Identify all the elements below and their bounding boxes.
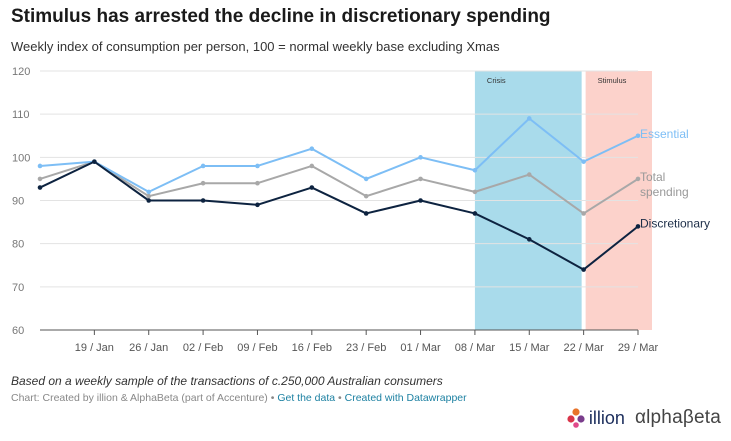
- illion-wordmark: illion: [588, 407, 625, 428]
- data-point-total-spending: [418, 176, 423, 182]
- legend-label-total-line2: spending: [640, 185, 689, 199]
- get-data-link[interactable]: Get the data: [277, 392, 336, 404]
- y-tick-label: 90: [12, 196, 24, 208]
- x-tick-label: 22 / Mar: [563, 342, 604, 354]
- data-point-essential: [363, 176, 369, 182]
- data-point-discretionary: [200, 198, 206, 203]
- y-tick-label: 80: [12, 239, 24, 251]
- credit-line: Chart: Created by illion & AlphaBeta (pa…: [11, 392, 467, 404]
- credit-text: Chart: Created by illion & AlphaBeta (pa…: [11, 392, 268, 404]
- data-point-total-spending: [200, 180, 206, 186]
- data-point-essential: [200, 163, 206, 169]
- data-point-discretionary: [472, 211, 478, 216]
- series-line-discretionary: [39, 160, 639, 271]
- alphabeta-wordmark: αlphaβeta: [634, 407, 721, 428]
- data-point-discretionary: [37, 185, 43, 190]
- data-point-total-spending: [581, 211, 586, 216]
- illion-mark-icon: [567, 408, 585, 428]
- data-point-discretionary: [146, 198, 152, 203]
- data-point-total-spending: [146, 193, 152, 199]
- data-point-essential: [526, 116, 532, 121]
- data-point-total-spending: [472, 189, 478, 195]
- illion-logo: illion: [567, 408, 625, 429]
- data-point-essential: [581, 159, 586, 164]
- x-tick-label: 26 / Jan: [129, 342, 168, 354]
- x-tick-label: 19 / Jan: [75, 342, 114, 354]
- y-tick-label: 70: [12, 282, 24, 294]
- chart-title: Stimulus has arrested the decline in dis…: [11, 6, 551, 27]
- x-tick-label: 01 / Mar: [400, 342, 441, 354]
- data-point-essential: [635, 133, 641, 139]
- credit-separator: •: [267, 392, 278, 404]
- x-tick-label: 23 / Feb: [346, 342, 386, 354]
- data-point-essential: [309, 146, 315, 151]
- x-tick-label: 29 / Mar: [618, 342, 659, 354]
- data-point-essential: [255, 163, 260, 169]
- footnote: Based on a weekly sample of the transact…: [11, 374, 443, 388]
- x-tick-label: 08 / Mar: [455, 342, 496, 354]
- x-tick-label: 15 / Mar: [509, 342, 550, 354]
- data-point-discretionary: [363, 211, 369, 216]
- data-point-discretionary: [255, 202, 260, 208]
- logos: illion αlphaβeta: [567, 405, 721, 431]
- series-line-essential: [39, 117, 639, 193]
- x-tick-label: 02 / Feb: [183, 342, 223, 354]
- data-point-total-spending: [363, 193, 369, 199]
- data-point-essential: [472, 167, 478, 173]
- data-point-essential: [37, 163, 43, 169]
- y-tick-label: 100: [12, 152, 30, 164]
- legend-label-essential: Essential: [640, 127, 689, 141]
- x-tick-label: 09 / Feb: [237, 342, 277, 354]
- data-point-discretionary: [581, 267, 586, 272]
- band-label-crisis: Crisis: [487, 76, 506, 85]
- data-point-discretionary: [418, 198, 423, 203]
- data-point-essential: [146, 189, 152, 195]
- credit-separator: •: [335, 392, 345, 404]
- data-point-total-spending: [255, 180, 260, 186]
- data-point-essential: [418, 155, 423, 160]
- legend-label-discretionary: Discretionary: [640, 216, 710, 230]
- x-tick-label: 16 / Feb: [292, 342, 332, 354]
- data-point-discretionary: [635, 224, 641, 229]
- y-tick-label: 110: [12, 109, 30, 121]
- legend-label-total: Total: [640, 170, 665, 184]
- y-tick-label: 120: [12, 66, 30, 78]
- chart-subtitle: Weekly index of consumption per person, …: [11, 39, 500, 54]
- data-point-total-spending: [635, 176, 641, 182]
- series-line-total-spending: [39, 160, 639, 215]
- datawrapper-link[interactable]: Created with Datawrapper: [344, 392, 467, 404]
- band-label-stimulus: Stimulus: [598, 76, 627, 85]
- y-tick-label: 60: [12, 325, 24, 337]
- data-point-total-spending: [526, 172, 532, 177]
- data-point-total-spending: [37, 176, 43, 182]
- data-point-discretionary: [526, 237, 532, 242]
- data-point-discretionary: [92, 159, 97, 164]
- data-point-discretionary: [309, 185, 315, 190]
- line-chart: Crisis Stimulus 60 70 80 90 100 110 120 19 / Ja…: [12, 66, 710, 354]
- data-point-total-spending: [309, 163, 315, 169]
